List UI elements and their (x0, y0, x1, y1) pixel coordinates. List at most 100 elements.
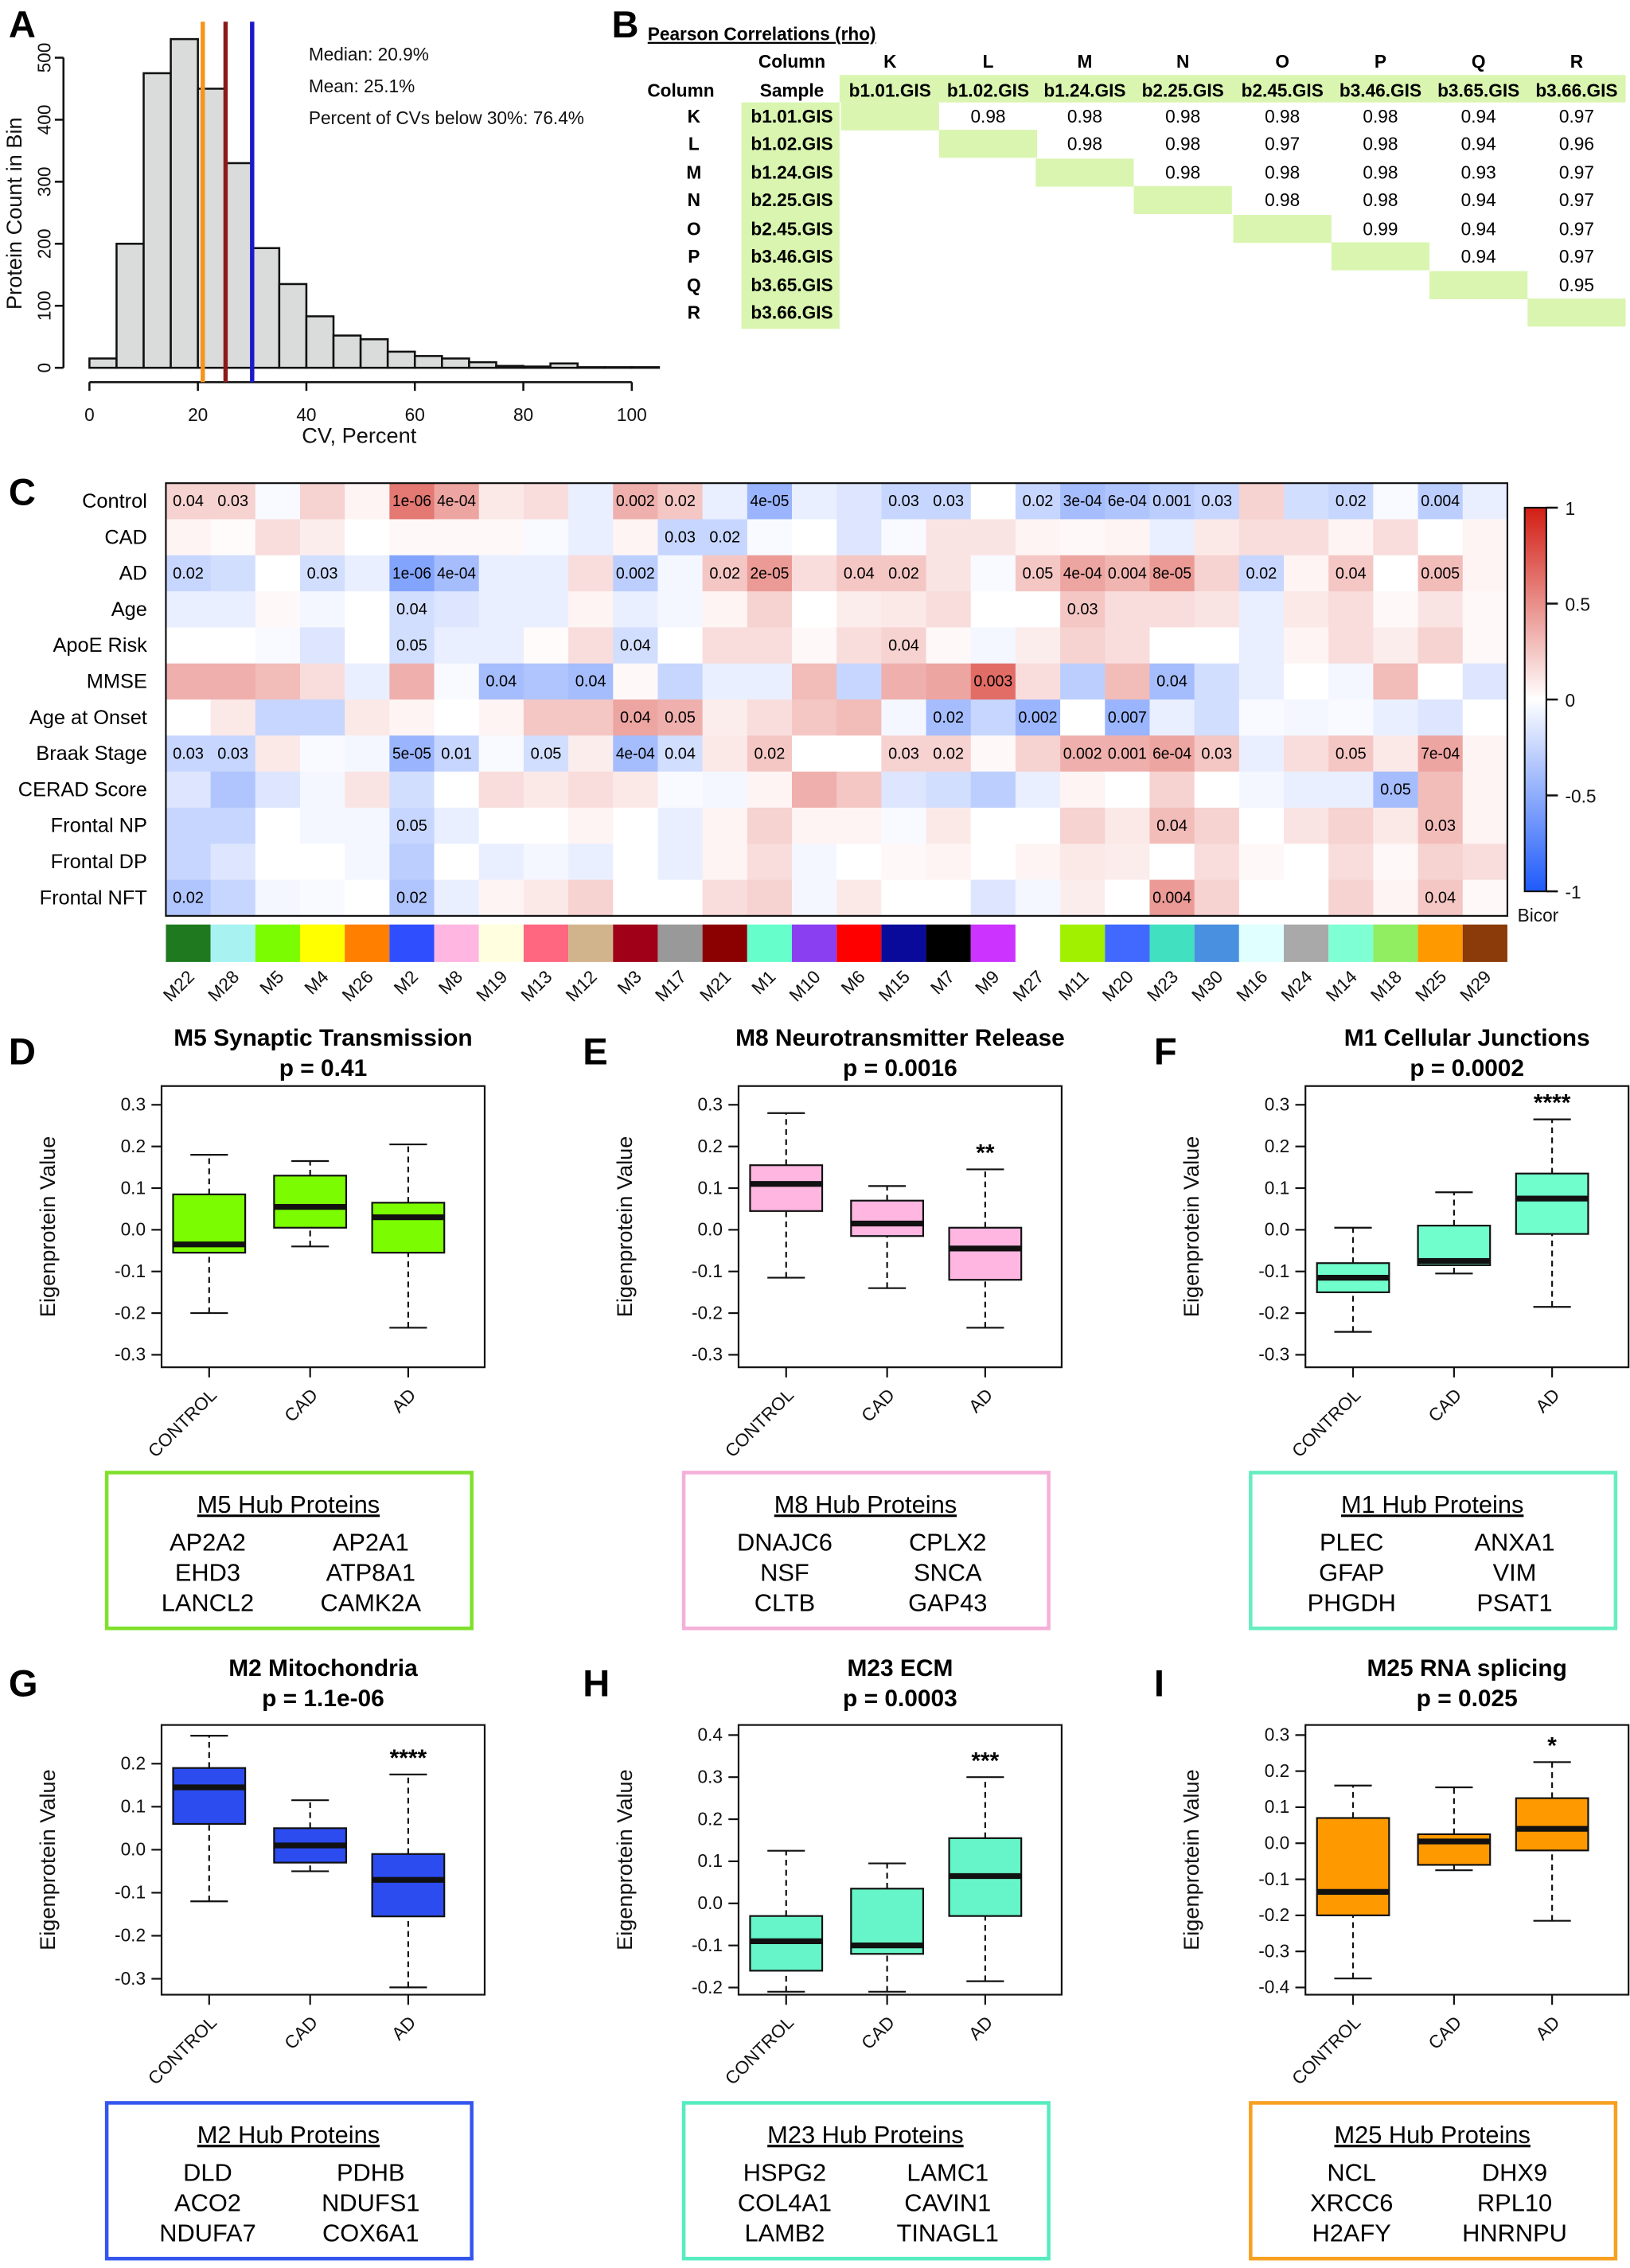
heatmap-cell (613, 555, 659, 592)
x-tick-label: CONTROL (720, 1385, 797, 1462)
heatmap-cell (568, 519, 614, 556)
row-letter: P (688, 246, 700, 267)
heatmap-cell (613, 735, 659, 773)
histogram-chart: 0 100 200 300 400 500 0 20 40 60 80 100 CV, Percent P… (2, 21, 661, 447)
panel-label: G (9, 1662, 38, 1704)
heatmap-cell (657, 771, 704, 809)
heatmap-cell (1060, 591, 1106, 629)
heatmap-cell (881, 555, 927, 592)
histogram-bar (522, 365, 552, 369)
y-tick-label: 0.4 (698, 1724, 723, 1745)
heatmap-cell (836, 735, 883, 773)
heatmap-cell (1238, 735, 1285, 773)
heatmap-cell (1462, 699, 1508, 737)
module-label: M22 (159, 966, 199, 1006)
heatmap-cell (1194, 735, 1240, 773)
boxplot-title: M8 Neurotransmitter Release (735, 1025, 1065, 1051)
module-color-swatch (702, 924, 747, 962)
heatmap-cell (1060, 699, 1106, 737)
heatmap-pvalue: 0.02 (933, 709, 964, 727)
correlation-value: 0.97 (1559, 246, 1594, 267)
colorbar-tick-label: 1 (1565, 498, 1575, 519)
heatmap-cell (792, 879, 838, 917)
boxplot-title: M1 Cellular Junctions (1344, 1025, 1590, 1051)
heatmap-cell (792, 555, 838, 592)
heatmap-cell (970, 735, 1016, 773)
heatmap-pvalue: 0.03 (888, 745, 919, 762)
y-tick-label: 0.3 (698, 1094, 723, 1115)
heatmap-cell (1194, 807, 1240, 845)
heatmap-cell (389, 807, 435, 845)
heatmap-cell (1060, 519, 1106, 556)
correlation-value: 0.94 (1461, 218, 1496, 239)
correlation-value: 0.98 (1265, 162, 1300, 183)
y-tick-label: -0.1 (115, 1261, 146, 1281)
heatmap-cell (1149, 663, 1195, 700)
annotation-label: Median: 20.9% (309, 44, 429, 64)
module-label: M28 (204, 966, 244, 1006)
heatmap-cell (345, 555, 391, 592)
heatmap-cell (523, 483, 569, 520)
module-color-swatch (613, 924, 658, 962)
correlation-value: 0.98 (1363, 162, 1398, 183)
hub-protein: ACO2 (174, 2188, 241, 2216)
module-color-swatch (345, 924, 390, 962)
plot-frame (737, 1724, 1063, 1996)
hub-protein: COL4A1 (738, 2188, 832, 2216)
histogram-bar (278, 283, 308, 369)
heatmap-cell (1238, 591, 1285, 629)
boxplot-panel: M1 Cellular Junctions p = 0.0002 0.3 0.2 0.1… (1179, 1025, 1630, 1461)
heatmap-cell (434, 735, 480, 773)
y-tick-label: 0.1 (698, 1177, 723, 1198)
heatmap-pvalue: 0.01 (441, 745, 472, 762)
hub-protein: LANCL2 (162, 1588, 254, 1616)
column-letter: P (1375, 51, 1386, 72)
heatmap-cell (1417, 844, 1464, 881)
heatmap-cell (166, 844, 212, 881)
y-axis-label: Eigenprotein Value (1179, 1136, 1203, 1318)
header-highlight (839, 75, 1626, 103)
heatmap-cell (1373, 879, 1419, 917)
correlation-value: 0.93 (1461, 162, 1496, 183)
module-color-swatch (792, 924, 837, 962)
heatmap-cell (255, 627, 301, 664)
y-tick-label: -0.3 (115, 1344, 146, 1365)
heatmap-cell (1105, 591, 1151, 629)
heatmap-cell (345, 591, 391, 629)
heatmap-cell (702, 663, 748, 700)
heatmap-cell (299, 879, 346, 917)
heatmap-cell (568, 771, 614, 809)
heatmap-cell (702, 483, 748, 520)
heatmap-pvalue: 0.03 (217, 493, 248, 510)
heatmap-cell (1105, 555, 1151, 592)
heatmap-cell (434, 879, 480, 917)
module-color-swatch (255, 924, 300, 962)
heatmap-cell (1105, 519, 1151, 556)
row-sample: b2.45.GIS (751, 218, 833, 239)
heatmap-cell (1462, 844, 1508, 881)
module-color-swatch (747, 924, 793, 962)
diagonal-cell (840, 102, 939, 131)
heatmap-cell (792, 591, 838, 629)
y-tick-label: 0.1 (1265, 1177, 1289, 1198)
panel-label: H (583, 1662, 610, 1704)
histogram-bar (170, 37, 199, 369)
heatmap-cell (1194, 844, 1240, 881)
x-tick-label: AD (388, 1385, 420, 1417)
heatmap-cell (1328, 591, 1375, 629)
heatmap-row-label: Frontal DP (51, 851, 147, 873)
heatmap-cell (1060, 627, 1106, 664)
heatmap-cell (1284, 735, 1330, 773)
heatmap-pvalue: 0.02 (173, 565, 204, 583)
heatmap-cell (523, 663, 569, 700)
panel-label: F (1154, 1031, 1177, 1073)
heatmap-pvalue: 0.04 (620, 637, 651, 654)
heatmap-cell (478, 699, 524, 737)
module-color-swatch (568, 924, 614, 962)
y-tick-label: 0.0 (698, 1219, 723, 1240)
box (172, 1767, 247, 1826)
heatmap-cell (478, 807, 524, 845)
heatmap-cell (1015, 555, 1062, 592)
module-label: M12 (561, 966, 601, 1006)
heatmap-cell (434, 591, 480, 629)
